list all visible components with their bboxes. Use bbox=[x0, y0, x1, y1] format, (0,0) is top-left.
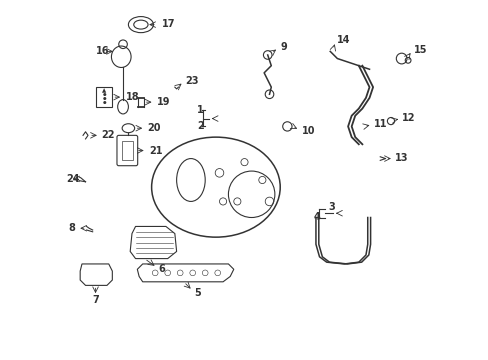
Text: 6: 6 bbox=[159, 264, 165, 274]
Text: 16: 16 bbox=[96, 46, 109, 56]
Text: 8: 8 bbox=[69, 223, 76, 233]
Text: 12: 12 bbox=[402, 113, 415, 123]
Text: 7: 7 bbox=[92, 296, 99, 305]
Text: 22: 22 bbox=[102, 130, 115, 140]
Text: 24: 24 bbox=[66, 174, 80, 184]
Text: 14: 14 bbox=[337, 35, 350, 45]
Text: 11: 11 bbox=[373, 119, 386, 129]
Text: ●: ● bbox=[102, 101, 106, 105]
Text: 5: 5 bbox=[194, 288, 201, 297]
Text: 18: 18 bbox=[125, 92, 139, 102]
Text: 19: 19 bbox=[157, 97, 170, 107]
Text: 13: 13 bbox=[394, 153, 408, 163]
Text: 2: 2 bbox=[197, 121, 203, 131]
Text: 9: 9 bbox=[280, 42, 286, 52]
Text: 21: 21 bbox=[148, 146, 162, 156]
Text: 3: 3 bbox=[327, 202, 334, 212]
Text: 4: 4 bbox=[313, 212, 320, 222]
Text: 20: 20 bbox=[147, 123, 161, 133]
Text: ●: ● bbox=[102, 97, 106, 101]
Text: 17: 17 bbox=[162, 19, 176, 29]
Text: 23: 23 bbox=[185, 76, 199, 86]
Text: 15: 15 bbox=[413, 45, 426, 55]
Text: ●: ● bbox=[102, 93, 106, 97]
Text: ▲: ▲ bbox=[102, 88, 106, 93]
Text: 10: 10 bbox=[301, 126, 314, 136]
Text: 1: 1 bbox=[197, 105, 203, 114]
